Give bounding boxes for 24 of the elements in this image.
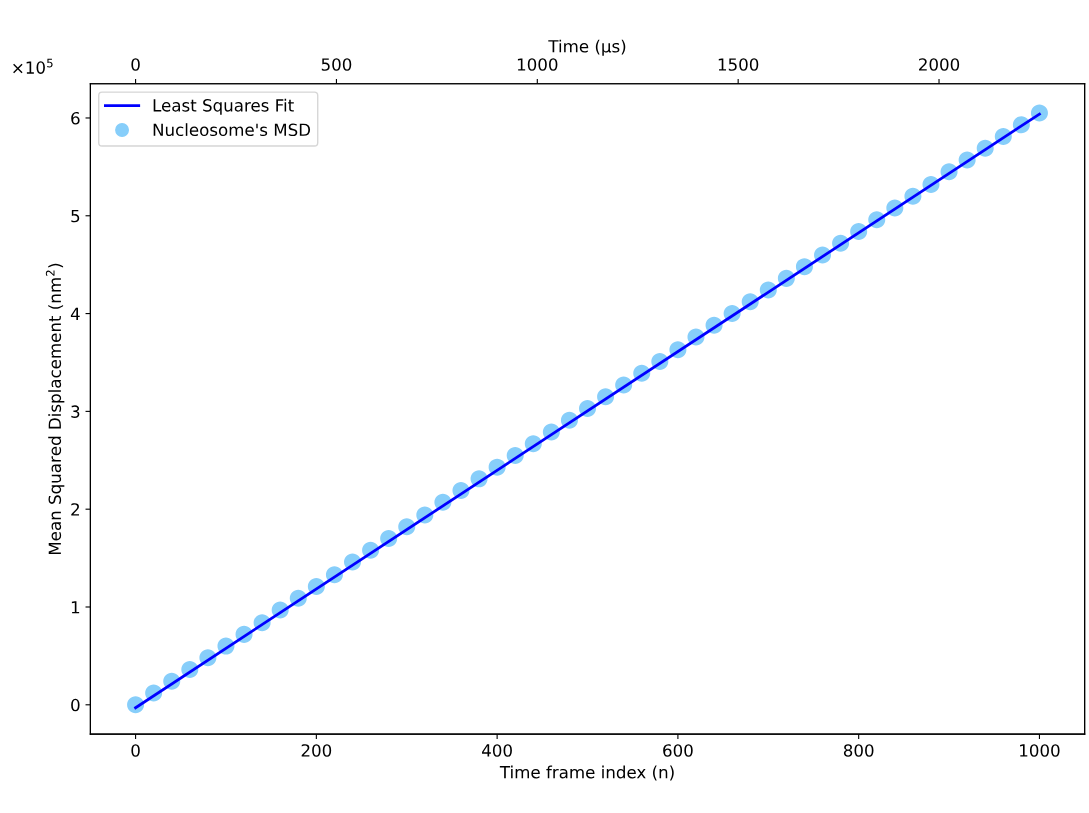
y-tick-label: 3 [71, 405, 80, 418]
x2-tick-label: 500 [321, 58, 352, 71]
x-tick-label: 400 [482, 744, 512, 757]
y-tick-label: 6 [71, 111, 80, 125]
x-tick-label: 1000 [1020, 744, 1060, 757]
text: ×10$^{5}$ [13, 58, 53, 74]
x2-axis-title: Time (μs) [548, 39, 626, 56]
y-tick-label: 1 [71, 601, 80, 614]
x-tick-label: 600 [663, 744, 693, 757]
y-tick-label: 4 [70, 307, 80, 320]
y-tick-label: 0 [71, 698, 80, 712]
x2-tick-label: 0 [131, 58, 140, 71]
y-axis-title: Mean Squared Displacement (nm$^{2}$) [45, 263, 65, 555]
y-tick-label: 5 [71, 209, 80, 223]
x-axis-title: Time frame index (n) [499, 765, 674, 781]
x2-tick-label: 1500 [718, 58, 759, 71]
x2-tick-label: 2000 [919, 58, 960, 71]
x-tick-label: 800 [843, 744, 874, 757]
x-tick-label: 200 [301, 744, 332, 757]
x2-tick-label: 1000 [517, 58, 558, 71]
legend-label: Nucleosome's MSD [153, 123, 311, 137]
x-tick-label: 0 [131, 744, 140, 757]
y-tick-label: 2 [71, 503, 79, 516]
legend-label: Least Squares Fit [153, 98, 294, 115]
